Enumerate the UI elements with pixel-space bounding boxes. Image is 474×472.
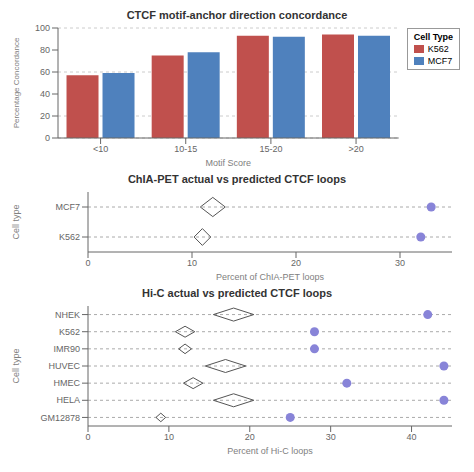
svg-text:40: 40 bbox=[407, 432, 417, 442]
svg-text:K562: K562 bbox=[59, 232, 80, 242]
svg-text:10: 10 bbox=[187, 258, 197, 268]
svg-text:HELA: HELA bbox=[56, 395, 80, 405]
html-text:MCF7: MCF7 bbox=[427, 56, 453, 66]
svg-text:Percent of Hi-C loops: Percent of Hi-C loops bbox=[227, 446, 313, 456]
svg-text:15-20: 15-20 bbox=[259, 144, 282, 154]
svg-text:0: 0 bbox=[85, 258, 90, 268]
svg-text:0: 0 bbox=[45, 133, 50, 143]
html-text:Hi-C actual vs predicted CTCF: Hi-C actual vs predicted CTCF loops bbox=[142, 287, 332, 299]
svg-text:10: 10 bbox=[164, 432, 174, 442]
svg-text:IMR90: IMR90 bbox=[53, 344, 80, 354]
svg-text:HUVEC: HUVEC bbox=[48, 361, 80, 371]
svg-text:60: 60 bbox=[40, 67, 50, 77]
html-text:K562: K562 bbox=[427, 44, 449, 54]
html-text:CTCF motif-anchor direction co: CTCF motif-anchor direction concordance bbox=[126, 9, 348, 21]
svg-text:K562: K562 bbox=[59, 327, 80, 337]
svg-text:80: 80 bbox=[40, 45, 50, 55]
svg-text:0: 0 bbox=[85, 432, 90, 442]
svg-text:Cell type: Cell type bbox=[11, 348, 21, 383]
svg-text:Percentage Concordance: Percentage Concordance bbox=[12, 37, 21, 128]
svg-text:<10: <10 bbox=[93, 144, 108, 154]
svg-text:GM12878: GM12878 bbox=[40, 413, 80, 423]
svg-text:MCF7: MCF7 bbox=[56, 202, 81, 212]
html-text:Cell Type: Cell Type bbox=[413, 32, 453, 42]
svg-text:40: 40 bbox=[40, 89, 50, 99]
svg-text:30: 30 bbox=[326, 432, 336, 442]
svg-text:20: 20 bbox=[245, 432, 255, 442]
svg-text:Percent of ChIA-PET loops: Percent of ChIA-PET loops bbox=[216, 272, 324, 282]
svg-text:Cell type: Cell type bbox=[11, 204, 21, 239]
svg-text:20: 20 bbox=[291, 258, 301, 268]
svg-text:HMEC: HMEC bbox=[54, 378, 81, 388]
svg-text:Motif Score: Motif Score bbox=[206, 158, 252, 168]
svg-text:10-15: 10-15 bbox=[174, 144, 197, 154]
svg-text:20: 20 bbox=[40, 111, 50, 121]
svg-text:NHEK: NHEK bbox=[55, 310, 80, 320]
svg-text:30: 30 bbox=[395, 258, 405, 268]
svg-text:>20: >20 bbox=[348, 144, 363, 154]
html-text:ChIA-PET actual vs predicted C: ChIA-PET actual vs predicted CTCF loops bbox=[127, 173, 347, 185]
svg-text:100: 100 bbox=[35, 23, 50, 33]
